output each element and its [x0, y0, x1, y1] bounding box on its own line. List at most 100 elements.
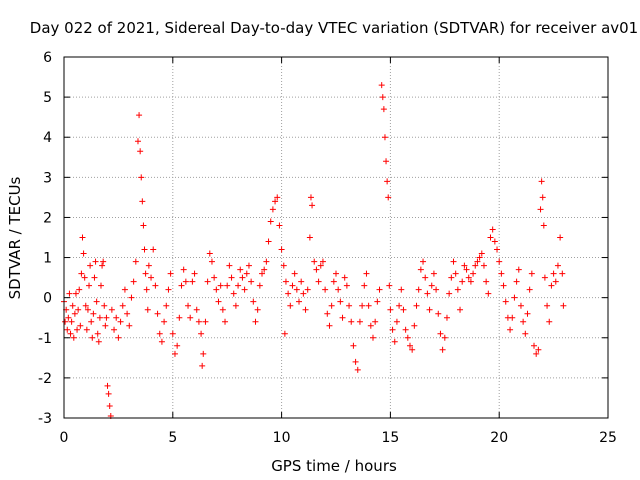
data-point — [241, 286, 248, 293]
data-point — [126, 322, 133, 329]
data-point — [78, 270, 85, 277]
data-point — [439, 346, 446, 353]
data-point — [459, 278, 466, 285]
data-point — [422, 274, 429, 281]
data-point — [309, 202, 316, 209]
y-tick-label: 6 — [43, 50, 52, 66]
data-point — [130, 278, 137, 285]
data-point — [385, 194, 392, 201]
data-point — [202, 318, 209, 325]
data-point — [138, 174, 145, 181]
data-point — [328, 302, 335, 309]
data-point — [384, 178, 391, 185]
data-point — [381, 134, 388, 141]
data-point — [356, 318, 363, 325]
data-point — [267, 218, 274, 225]
data-point — [300, 290, 307, 297]
data-point — [315, 278, 322, 285]
data-point — [522, 330, 529, 337]
data-point — [398, 286, 405, 293]
data-point — [513, 278, 520, 285]
data-point — [483, 278, 490, 285]
data-point — [113, 314, 120, 321]
data-point — [293, 286, 300, 293]
data-point — [182, 278, 189, 285]
data-point — [263, 258, 270, 265]
data-point — [99, 262, 106, 269]
data-point — [354, 366, 361, 373]
data-point — [74, 326, 81, 333]
data-point — [235, 282, 242, 289]
data-point — [441, 334, 448, 341]
data-point — [417, 266, 424, 273]
data-point — [278, 246, 285, 253]
data-point — [409, 346, 416, 353]
plot-frame — [63, 56, 609, 419]
data-point — [148, 274, 155, 281]
data-point — [415, 286, 422, 293]
data-point — [91, 274, 98, 281]
y-tick-label: 1 — [43, 251, 52, 267]
data-point — [341, 274, 348, 281]
data-point — [379, 94, 386, 101]
data-point — [82, 302, 89, 309]
data-point — [83, 326, 90, 333]
data-point — [487, 234, 494, 241]
data-point — [265, 238, 272, 245]
data-point — [75, 306, 82, 313]
data-point — [115, 334, 122, 341]
data-point — [208, 258, 215, 265]
data-point — [163, 302, 170, 309]
data-point — [230, 290, 237, 297]
y-tick-label: 3 — [43, 170, 52, 186]
data-point — [324, 310, 331, 317]
data-point — [443, 314, 450, 321]
data-point — [302, 306, 309, 313]
data-point — [378, 82, 385, 89]
data-point — [524, 310, 531, 317]
data-point — [311, 258, 318, 265]
data-point — [437, 330, 444, 337]
data-point — [359, 302, 366, 309]
data-point — [343, 282, 350, 289]
data-point — [485, 290, 492, 297]
data-point — [491, 238, 498, 245]
y-axis-label: SDTVAR / TECUs — [6, 176, 24, 299]
x-axis-label: GPS time / hours — [271, 457, 397, 475]
data-point — [88, 318, 95, 325]
x-tick-label: 15 — [381, 430, 399, 446]
data-point — [69, 302, 76, 309]
data-point — [213, 286, 220, 293]
data-point — [154, 310, 161, 317]
y-tick-label: -2 — [38, 371, 52, 387]
y-tick-label: -1 — [38, 331, 52, 347]
data-point — [86, 282, 93, 289]
data-point — [80, 250, 87, 257]
data-point — [467, 278, 474, 285]
data-point — [104, 382, 111, 389]
data-point — [285, 290, 292, 297]
data-point — [95, 338, 102, 345]
data-point — [259, 270, 266, 277]
data-point — [539, 194, 546, 201]
data-point — [134, 138, 141, 145]
data-point — [515, 266, 522, 273]
data-point — [426, 306, 433, 313]
data-point — [396, 302, 403, 309]
data-point — [448, 274, 455, 281]
data-point — [90, 310, 97, 317]
data-point — [189, 278, 196, 285]
data-point — [169, 330, 176, 337]
data-point — [430, 270, 437, 277]
data-point — [187, 314, 194, 321]
data-point — [226, 262, 233, 269]
data-point — [93, 298, 100, 305]
data-point — [457, 306, 464, 313]
data-point — [281, 330, 288, 337]
data-point — [256, 282, 263, 289]
data-point — [68, 318, 75, 325]
data-point — [454, 286, 461, 293]
data-point — [132, 258, 139, 265]
data-point — [348, 318, 355, 325]
x-tick-label: 5 — [168, 430, 177, 446]
